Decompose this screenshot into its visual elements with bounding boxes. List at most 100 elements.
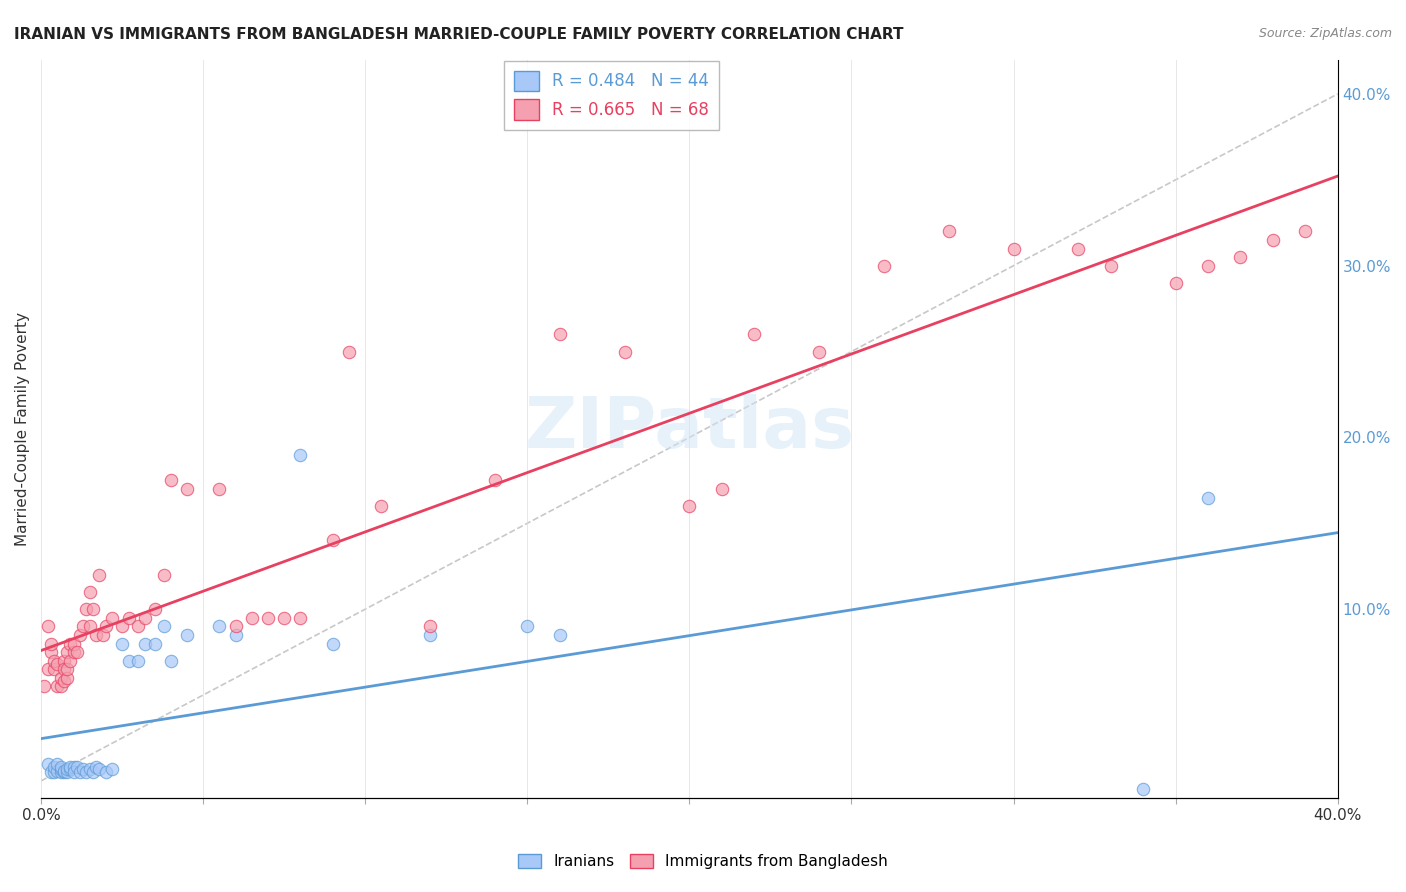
Immigrants from Bangladesh [548,327,571,342]
Text: Source: ZipAtlas.com: Source: ZipAtlas.com [1258,27,1392,40]
Iranians [39,765,62,780]
Immigrants from Bangladesh [710,482,733,496]
Iranians [46,756,69,771]
Immigrants from Bangladesh [134,611,156,625]
Immigrants from Bangladesh [37,662,59,676]
Immigrants from Bangladesh [111,619,134,633]
Immigrants from Bangladesh [79,619,101,633]
Immigrants from Bangladesh [938,224,960,238]
Iranians [82,765,104,780]
Immigrants from Bangladesh [742,327,765,342]
Iranians [1132,782,1154,797]
Immigrants from Bangladesh [66,645,89,659]
Immigrants from Bangladesh [42,654,65,668]
Iranians [290,448,312,462]
Immigrants from Bangladesh [94,619,117,633]
Iranians [111,636,134,650]
Immigrants from Bangladesh [56,671,79,685]
Immigrants from Bangladesh [290,611,312,625]
Iranians [1197,491,1219,505]
Immigrants from Bangladesh [82,602,104,616]
Iranians [59,760,82,774]
Text: ZIPatlas: ZIPatlas [524,394,855,463]
Immigrants from Bangladesh [37,619,59,633]
Iranians [59,762,82,776]
Immigrants from Bangladesh [1099,259,1122,273]
Immigrants from Bangladesh [225,619,247,633]
Iranians [52,765,75,780]
Iranians [49,760,72,774]
Immigrants from Bangladesh [1294,224,1316,238]
Immigrants from Bangladesh [159,474,181,488]
Iranians [159,654,181,668]
Immigrants from Bangladesh [89,567,111,582]
Iranians [143,636,166,650]
Iranians [56,765,79,780]
Immigrants from Bangladesh [240,611,263,625]
Immigrants from Bangladesh [59,636,82,650]
Immigrants from Bangladesh [46,680,69,694]
Immigrants from Bangladesh [613,344,636,359]
Iranians [208,619,231,633]
Immigrants from Bangladesh [72,619,94,633]
Iranians [548,628,571,642]
Immigrants from Bangladesh [39,636,62,650]
Iranians [101,762,124,776]
Legend: Iranians, Immigrants from Bangladesh: Iranians, Immigrants from Bangladesh [512,848,894,875]
Iranians [117,654,139,668]
Immigrants from Bangladesh [69,628,91,642]
Immigrants from Bangladesh [1002,242,1025,256]
Text: IRANIAN VS IMMIGRANTS FROM BANGLADESH MARRIED-COUPLE FAMILY POVERTY CORRELATION : IRANIAN VS IMMIGRANTS FROM BANGLADESH MA… [14,27,904,42]
Immigrants from Bangladesh [91,628,114,642]
Iranians [76,765,98,780]
Immigrants from Bangladesh [49,680,72,694]
Immigrants from Bangladesh [84,628,107,642]
Immigrants from Bangladesh [52,662,75,676]
Iranians [49,762,72,776]
Iranians [79,762,101,776]
Immigrants from Bangladesh [42,662,65,676]
Immigrants from Bangladesh [117,611,139,625]
Immigrants from Bangladesh [1067,242,1090,256]
Iranians [127,654,149,668]
Immigrants from Bangladesh [322,533,344,548]
Iranians [176,628,198,642]
Iranians [89,762,111,776]
Immigrants from Bangladesh [56,662,79,676]
Iranians [516,619,538,633]
Iranians [46,764,69,778]
Iranians [66,760,89,774]
Iranians [69,765,91,780]
Immigrants from Bangladesh [873,259,896,273]
Immigrants from Bangladesh [484,474,506,488]
Immigrants from Bangladesh [153,567,176,582]
Immigrants from Bangladesh [52,654,75,668]
Iranians [134,636,156,650]
Immigrants from Bangladesh [59,654,82,668]
Immigrants from Bangladesh [127,619,149,633]
Iranians [322,636,344,650]
Iranians [52,764,75,778]
Immigrants from Bangladesh [678,499,700,513]
Immigrants from Bangladesh [62,645,84,659]
Y-axis label: Married-Couple Family Poverty: Married-Couple Family Poverty [15,312,30,546]
Immigrants from Bangladesh [1229,250,1251,264]
Immigrants from Bangladesh [62,636,84,650]
Immigrants from Bangladesh [76,602,98,616]
Immigrants from Bangladesh [46,657,69,672]
Iranians [42,760,65,774]
Iranians [62,760,84,774]
Immigrants from Bangladesh [337,344,360,359]
Immigrants from Bangladesh [1197,259,1219,273]
Immigrants from Bangladesh [208,482,231,496]
Immigrants from Bangladesh [1261,233,1284,247]
Iranians [62,765,84,780]
Immigrants from Bangladesh [49,671,72,685]
Immigrants from Bangladesh [79,585,101,599]
Iranians [153,619,176,633]
Immigrants from Bangladesh [257,611,280,625]
Immigrants from Bangladesh [176,482,198,496]
Immigrants from Bangladesh [39,645,62,659]
Iranians [225,628,247,642]
Iranians [84,760,107,774]
